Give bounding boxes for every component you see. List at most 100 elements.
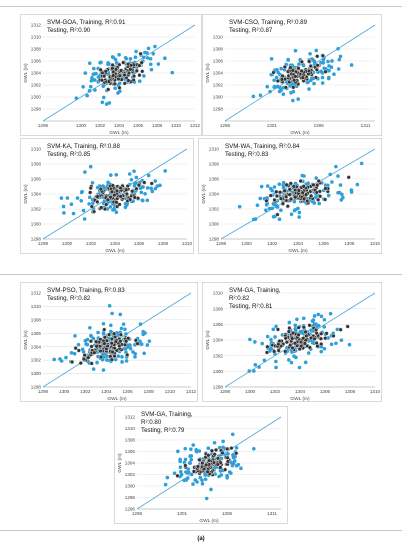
testing-point: [112, 345, 117, 351]
training-point: [83, 338, 88, 343]
testing-point: [280, 201, 286, 206]
training-point: [252, 447, 256, 451]
training-point: [203, 477, 208, 482]
training-point: [265, 334, 270, 339]
y-tick-label: 1312: [31, 23, 42, 28]
title-line: SVM-WA, Training, R²:0.84: [225, 143, 300, 150]
testing-point: [118, 68, 124, 73]
chart-panel-ga-2: 1312 1310 1308 1306 1304 1302 1300 1298 1296 1296…: [114, 406, 288, 524]
testing-point: [299, 344, 304, 349]
testing-point: [316, 178, 321, 184]
training-point: [336, 174, 340, 178]
y-tick-label: 1302: [31, 207, 42, 212]
testing-point: [275, 212, 280, 217]
testing-point: [313, 75, 319, 80]
training-point: [92, 78, 97, 82]
testing-point: [99, 205, 104, 210]
training-point: [150, 189, 155, 194]
figure-caption: (a): [197, 536, 205, 542]
training-point: [118, 312, 123, 317]
training-point: [221, 439, 225, 444]
training-point: [128, 57, 133, 61]
x-tick-label: 1300: [242, 241, 253, 246]
testing-point: [296, 188, 301, 193]
testing-point: [275, 327, 281, 332]
y-tick-label: 1300: [213, 369, 224, 374]
testing-point: [309, 193, 314, 199]
testing-point: [113, 339, 118, 344]
training-point: [277, 182, 282, 186]
testing-point: [130, 189, 135, 194]
testing-point: [98, 186, 103, 192]
title-line: Testing, R²:0.83: [225, 151, 269, 158]
training-point: [337, 57, 342, 62]
training-point: [326, 76, 331, 81]
testing-point: [112, 331, 117, 336]
testing-point: [197, 457, 202, 463]
title-line: SVM-KA, Training, R²:0.88: [47, 143, 120, 150]
training-point: [89, 333, 93, 338]
testing-point: [285, 204, 290, 209]
training-point: [274, 365, 278, 370]
y-tick-label: 1312: [125, 415, 136, 420]
testing-point: [301, 196, 307, 201]
testing-point: [124, 187, 129, 192]
y-tick-label: 1298: [31, 237, 42, 242]
training-point: [226, 452, 230, 456]
training-point: [87, 61, 92, 66]
training-point: [232, 459, 237, 463]
testing-point: [81, 356, 87, 362]
x-tick-label: 1311: [267, 511, 277, 516]
testing-point: [73, 345, 78, 351]
x-axis-label: GWL (m): [105, 248, 125, 254]
training-point: [149, 67, 154, 72]
training-point: [85, 93, 89, 98]
testing-point: [89, 204, 95, 209]
training-point: [292, 199, 297, 204]
training-point: [97, 184, 102, 188]
chart-panel-goa: 1312 1310 1308 1306 1304 1302 1300 1298 1296 1300…: [20, 14, 202, 136]
testing-point: [314, 331, 319, 336]
testing-point: [296, 66, 301, 71]
training-point: [81, 208, 86, 213]
y-axis-label: GWL (m): [205, 330, 211, 350]
training-point: [82, 217, 87, 221]
panel-title-ga-1: SVM-GA, Training, R²:0.82 Testing, R²:0.…: [229, 287, 281, 311]
panel-title-ka: SVM-KA, Training, R²:0.88 Testing, R²:0.…: [47, 143, 120, 159]
testing-point: [291, 184, 296, 189]
y-tick-label: 1304: [213, 338, 224, 343]
training-point: [281, 92, 286, 96]
training-point: [258, 196, 263, 201]
training-point: [151, 52, 156, 56]
training-point: [275, 84, 280, 89]
y-axis-label: GWL (m): [205, 63, 211, 83]
training-point: [251, 94, 256, 99]
training-point: [300, 173, 305, 178]
training-point: [104, 102, 109, 106]
x-tick-label: 1302: [95, 123, 106, 128]
x-tick-label: 1306: [319, 241, 330, 246]
testing-point: [308, 63, 313, 69]
y-tick-label: 1308: [31, 47, 42, 52]
title-line: SVM-GA, Training,: [141, 411, 193, 418]
testing-point: [138, 51, 143, 56]
training-point: [217, 474, 221, 479]
x-tick-label: 1310: [165, 389, 176, 394]
x-axis-label: GWL (m): [109, 130, 129, 136]
y-tick-label: 1304: [125, 461, 136, 466]
training-point: [145, 186, 150, 190]
title-line: Testing, R²:0.87: [229, 27, 273, 34]
y-tick-label: 1300: [125, 484, 136, 489]
training-point: [265, 84, 270, 89]
testing-point: [320, 53, 326, 58]
training-point: [297, 62, 301, 66]
training-point: [145, 51, 149, 55]
testing-point: [287, 325, 292, 331]
y-tick-label: 1310: [31, 35, 42, 40]
training-point: [87, 202, 91, 206]
x-tick-label: 1302: [86, 241, 97, 246]
testing-point: [106, 79, 111, 84]
y-tick-label: 1308: [213, 306, 224, 311]
title-line: Testing, R²:0.81: [229, 303, 273, 310]
